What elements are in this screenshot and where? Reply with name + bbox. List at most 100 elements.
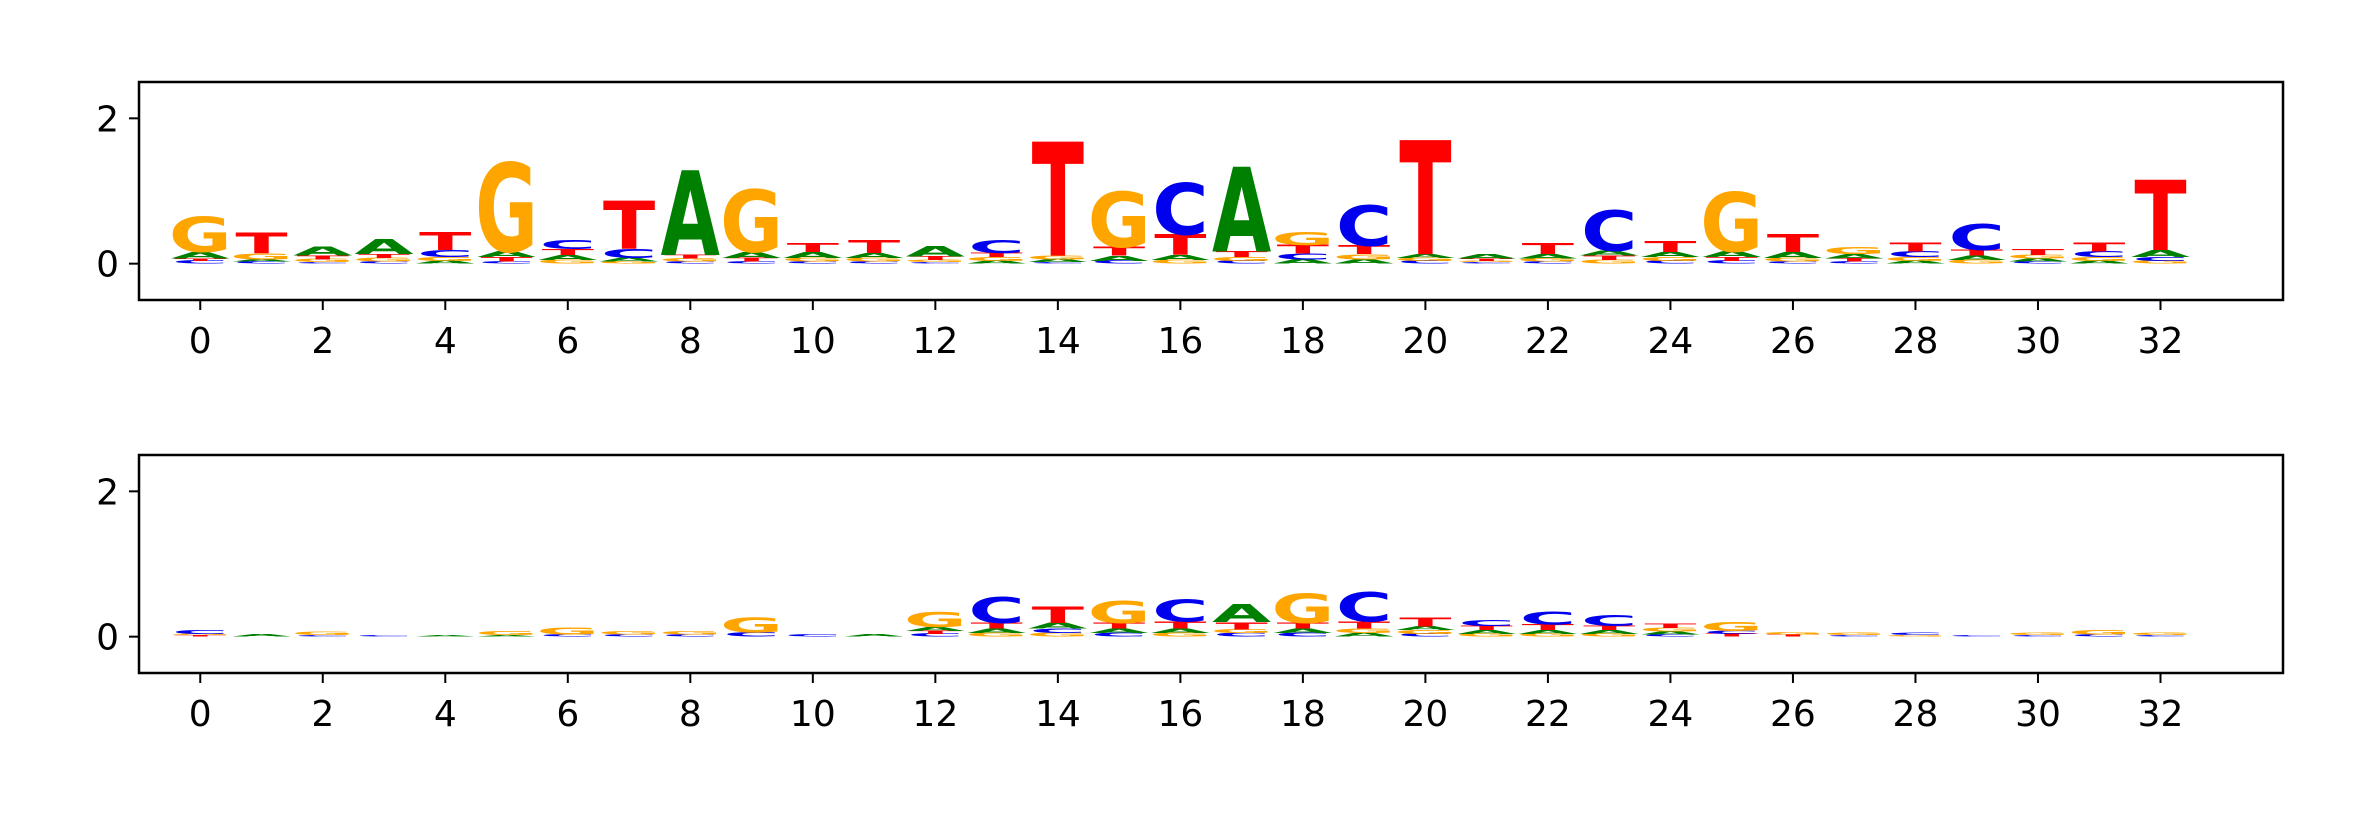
logo-letter-C: C xyxy=(1397,633,1453,638)
logo-letter-A: A xyxy=(1151,254,1210,262)
logo-letter-T: T xyxy=(1216,620,1268,632)
logo-letter-C: C xyxy=(1275,632,1331,638)
logo-letter-A: A xyxy=(783,250,842,259)
logo-letter-G: G xyxy=(2129,632,2192,636)
logo-letter-G: G xyxy=(1516,633,1579,638)
logo-letter-C: C xyxy=(295,262,351,264)
logo-letter-A: A xyxy=(232,634,291,638)
logo-letter-G: G xyxy=(720,614,783,637)
logo-letter-A: A xyxy=(171,250,230,261)
logo-letter-A: A xyxy=(1089,627,1148,634)
logo-letter-G: G xyxy=(720,174,783,273)
logo-letter-T: T xyxy=(725,257,777,263)
x-tick-label: 30 xyxy=(2015,321,2061,362)
logo-letter-G: G xyxy=(1639,256,1702,262)
logo-letter-G: G xyxy=(1026,632,1089,638)
logo-letter-C: C xyxy=(1642,634,1698,638)
logo-letter-A: A xyxy=(1335,258,1394,265)
logo-letter-G: G xyxy=(1762,632,1825,636)
logo-letter-T: T xyxy=(2012,247,2064,256)
logo-letter-T: T xyxy=(1277,621,1329,630)
logo-letter-T: T xyxy=(1522,623,1574,632)
logo-letter-G: G xyxy=(1088,595,1151,630)
logo-letter-A: A xyxy=(293,244,353,258)
logo-letter-T: T xyxy=(1093,244,1146,258)
logo-letter-T: T xyxy=(787,241,840,255)
logo-letter-G: G xyxy=(2007,254,2070,260)
logo-letter-T: T xyxy=(1338,243,1391,257)
logo-letter-A: A xyxy=(1457,629,1516,635)
logo-letter-A: A xyxy=(354,236,414,259)
logo-letter-G: G xyxy=(1333,627,1396,634)
logo-letter-C: C xyxy=(1704,630,1760,635)
logo-letter-C: C xyxy=(172,629,228,635)
x-tick-label: 32 xyxy=(2138,321,2184,362)
logo-letter-G: G xyxy=(291,258,354,263)
x-tick-label: 22 xyxy=(1525,321,1571,362)
x-tick-label: 8 xyxy=(679,694,702,735)
axes-frame xyxy=(137,80,2285,302)
logo-letter-T: T xyxy=(1889,240,1942,254)
x-tick-label: 14 xyxy=(1035,321,1081,362)
logo-letter-C: C xyxy=(785,261,841,265)
logo-letter-A: A xyxy=(1335,632,1394,638)
logo-letter-A: A xyxy=(1457,253,1516,260)
logo-letter-C: C xyxy=(1152,170,1208,252)
x-tick-label: 26 xyxy=(1770,694,1816,735)
logo-letter-G: G xyxy=(598,631,661,636)
logo-letter-C: C xyxy=(969,591,1025,632)
logo-letter-A: A xyxy=(967,260,1026,265)
logo-letter-C: C xyxy=(1397,260,1453,265)
logo-letter-G: G xyxy=(1271,586,1334,633)
logo-letter-C: C xyxy=(2010,635,2066,637)
logo-letter-G: G xyxy=(843,257,906,263)
y-tick-label: 2 xyxy=(96,472,119,513)
logo-letter-G: G xyxy=(1700,176,1763,270)
logo-letter-G: G xyxy=(1088,176,1151,264)
logo-letter-C: C xyxy=(1887,632,1943,636)
logo-letter-A: A xyxy=(1518,629,1577,635)
logo-letter-G: G xyxy=(169,633,232,635)
logo-letter-C: C xyxy=(907,633,963,638)
logo-letter-G: G xyxy=(598,261,661,265)
x-tick-label: 4 xyxy=(434,321,457,362)
logo-letter-G: G xyxy=(781,257,844,263)
logo-letter-A: A xyxy=(477,250,536,259)
x-tick-label: 20 xyxy=(1402,694,1448,735)
logo-letter-G: G xyxy=(2129,260,2192,265)
x-tick-label: 16 xyxy=(1157,321,1203,362)
logo-letter-G: G xyxy=(1578,259,1641,265)
x-tick-label: 6 xyxy=(556,321,579,362)
logo-letter-C: C xyxy=(1336,194,1392,259)
logo-letter-C: C xyxy=(2010,261,2066,265)
logo-letter-G: G xyxy=(1210,256,1273,262)
logo-letter-C: C xyxy=(2132,635,2188,637)
logo-letter-T: T xyxy=(664,254,716,260)
logo-letter-A: A xyxy=(599,257,658,263)
logo-letter-T: T xyxy=(1338,619,1390,631)
logo-letter-C: C xyxy=(907,262,963,264)
logo-letter-G: G xyxy=(230,252,293,261)
logo-letter-G: G xyxy=(1578,633,1641,638)
logo-letter-G: G xyxy=(1884,256,1947,262)
x-tick-label: 10 xyxy=(790,321,836,362)
logo-letter-A: A xyxy=(1396,625,1455,631)
logo-letter-C: C xyxy=(2132,256,2188,262)
x-tick-label: 0 xyxy=(189,694,212,735)
logo-letter-C: C xyxy=(356,635,412,637)
logo-letter-T: T xyxy=(1032,603,1085,629)
logo-letter-C: C xyxy=(1459,618,1515,627)
y-tick-label: 2 xyxy=(96,99,119,140)
x-tick-label: 18 xyxy=(1280,321,1326,362)
logo-letter-T: T xyxy=(1093,621,1145,630)
x-tick-label: 26 xyxy=(1770,321,1816,362)
logo-letter-C: C xyxy=(601,634,657,638)
logo-letter-G: G xyxy=(169,208,232,264)
logo-letter-A: A xyxy=(1396,253,1455,259)
logo-letter-C: C xyxy=(1826,261,1882,265)
logo-letter-G: G xyxy=(659,631,722,636)
logo-letter-G: G xyxy=(475,631,538,637)
logo-letter-A: A xyxy=(416,260,475,265)
